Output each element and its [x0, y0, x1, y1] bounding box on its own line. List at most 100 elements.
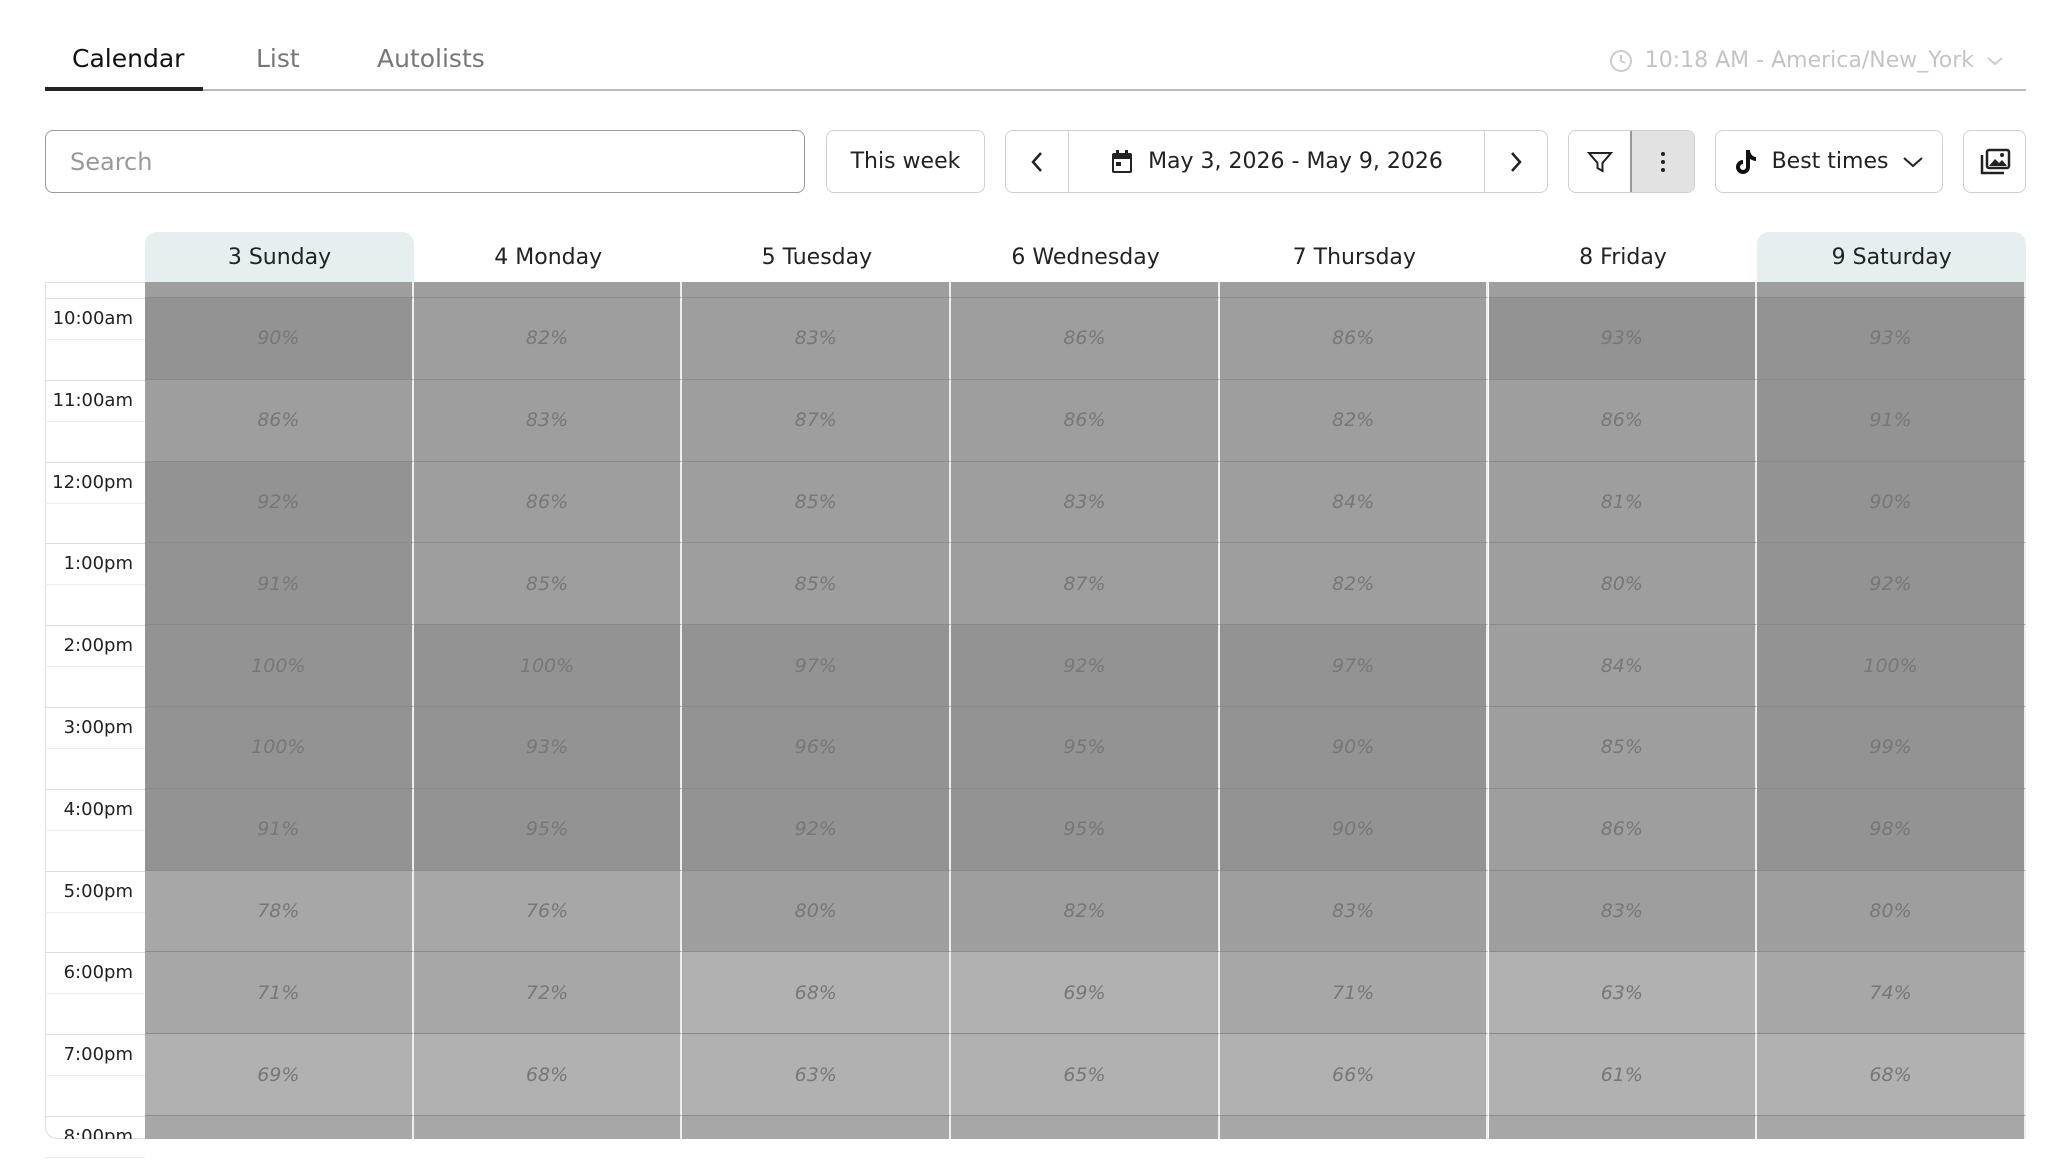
heatmap-cell: 100%	[145, 707, 414, 789]
day-header: 8 Friday	[1579, 244, 1667, 270]
day-header: 3 Sunday	[145, 232, 414, 282]
time-rule	[45, 707, 145, 708]
search-placeholder: Search	[70, 147, 153, 176]
time-rule	[45, 1116, 145, 1117]
prev-icon	[1031, 151, 1042, 172]
best-times-dropdown[interactable]: Best times	[1715, 130, 1943, 193]
media-button[interactable]	[1963, 130, 2026, 193]
next-button[interactable]	[1484, 131, 1547, 192]
date-range[interactable]: May 3, 2026 - May 9, 2026	[1069, 131, 1484, 192]
heatmap-cell: 90%	[1219, 788, 1489, 871]
day-header: 9 Saturday	[1757, 232, 2027, 282]
heatmap-cell: 82%	[951, 870, 1220, 953]
time-rule	[45, 1034, 145, 1036]
heatmap-cell: 86%	[1219, 298, 1489, 380]
this-week-button[interactable]: This week	[826, 130, 985, 193]
heatmap-cell: 61%	[1488, 1034, 1758, 1116]
time-rule	[45, 748, 145, 749]
heatmap-cell: 91%	[1757, 379, 2026, 462]
heatmap-cell: 80%	[1757, 870, 2026, 953]
cell-partial	[1488, 282, 1758, 298]
heatmap-cell: 93%	[413, 707, 683, 789]
time-rule	[45, 788, 145, 790]
time-rule	[45, 1075, 145, 1077]
time-label: 5:00pm	[63, 880, 133, 902]
time-label: 6:00pm	[63, 962, 133, 984]
heatmap-cell: 90%	[1219, 707, 1489, 789]
heatmap-cell: 100%	[145, 625, 414, 707]
heatmap-cell: 92%	[951, 625, 1220, 707]
calendar-icon	[1112, 149, 1133, 173]
heatmap-cell: 92%	[1757, 543, 2026, 626]
cell-partial	[951, 282, 1220, 298]
tab[interactable]: List	[256, 44, 300, 73]
cell-partial	[1757, 1116, 2026, 1139]
heatmap-cell: 98%	[1757, 788, 2026, 871]
heatmap-cell: 95%	[951, 788, 1220, 871]
filter-icon	[1586, 151, 1613, 173]
filter-button[interactable]	[1569, 131, 1630, 192]
time-rule	[45, 952, 145, 954]
tab[interactable]: Autolists	[377, 44, 485, 73]
day-header: 5 Tuesday	[761, 244, 873, 270]
heatmap-cell: 83%	[413, 379, 683, 462]
date-picker: May 3, 2026 - May 9, 2026	[1005, 130, 1548, 193]
heatmap-cell: 76%	[413, 870, 683, 953]
time-rule	[45, 298, 145, 299]
heatmap-cell: 99%	[1757, 707, 2026, 789]
time-label: 8:00pm	[63, 1126, 133, 1139]
more-button[interactable]	[1630, 131, 1694, 192]
day-header: 6 Wednesday	[1011, 244, 1160, 270]
heatmap-cell: 100%	[1757, 625, 2026, 707]
dropdown-label: Best times	[1771, 149, 1889, 174]
heatmap-cell: 63%	[682, 1034, 952, 1116]
tiktok-icon	[1735, 149, 1756, 174]
timezone[interactable]: 10:18 AM - America/New_York	[1609, 48, 2004, 73]
heatmap-cell: 80%	[1488, 543, 1758, 626]
heatmap-cell: 85%	[682, 461, 952, 544]
cell-partial	[1219, 1116, 1489, 1139]
heatmap-cell: 92%	[145, 461, 414, 544]
time-label: 1:00pm	[63, 553, 133, 575]
heatmap-cell: 84%	[1488, 625, 1758, 707]
prev-button[interactable]	[1006, 131, 1069, 192]
time-label: 10:00am	[52, 308, 133, 329]
time-label: 4:00pm	[63, 798, 133, 820]
time-rule	[45, 870, 145, 872]
time-rule	[45, 993, 145, 995]
time-label: 2:00pm	[63, 635, 133, 657]
heatmap-cell: 85%	[1488, 707, 1758, 789]
heatmap-cell: 95%	[413, 788, 683, 871]
heatmap-cell: 71%	[1219, 952, 1489, 1035]
heatmap-cell: 69%	[145, 1034, 414, 1116]
heatmap-cell: 91%	[145, 543, 414, 626]
heatmap-cell: 66%	[1219, 1034, 1489, 1116]
heatmap-cell: 86%	[1488, 379, 1758, 462]
cell-partial	[1219, 282, 1489, 298]
time-rule	[45, 1157, 145, 1158]
search-input[interactable]: Search	[45, 130, 805, 193]
heatmap-cell: 92%	[682, 788, 952, 871]
tab[interactable]: Calendar	[72, 44, 185, 73]
cell-partial	[951, 1116, 1220, 1139]
heatmap-cell: 97%	[682, 625, 952, 707]
time-rule	[45, 584, 145, 586]
heatmap-cell: 100%	[413, 625, 683, 707]
heatmap-cell: 96%	[682, 707, 952, 789]
heatmap-cell: 90%	[145, 298, 414, 380]
media-icon	[1980, 148, 2010, 174]
heatmap-cell: 72%	[413, 952, 683, 1035]
heatmap-cell: 83%	[682, 298, 952, 380]
day-header: 7 Thursday	[1292, 244, 1416, 270]
time-rule	[45, 420, 145, 422]
time-label: 11:00am	[52, 389, 133, 411]
time-rule	[45, 379, 145, 381]
heatmap-cell: 93%	[1488, 298, 1758, 380]
heatmap-cell: 82%	[1219, 543, 1489, 626]
time-label: 12:00pm	[52, 471, 133, 493]
more-icon	[1661, 151, 1665, 172]
time-rule	[45, 339, 145, 340]
heatmap-cell: 85%	[413, 543, 683, 626]
heatmap-cell: 68%	[682, 952, 952, 1035]
